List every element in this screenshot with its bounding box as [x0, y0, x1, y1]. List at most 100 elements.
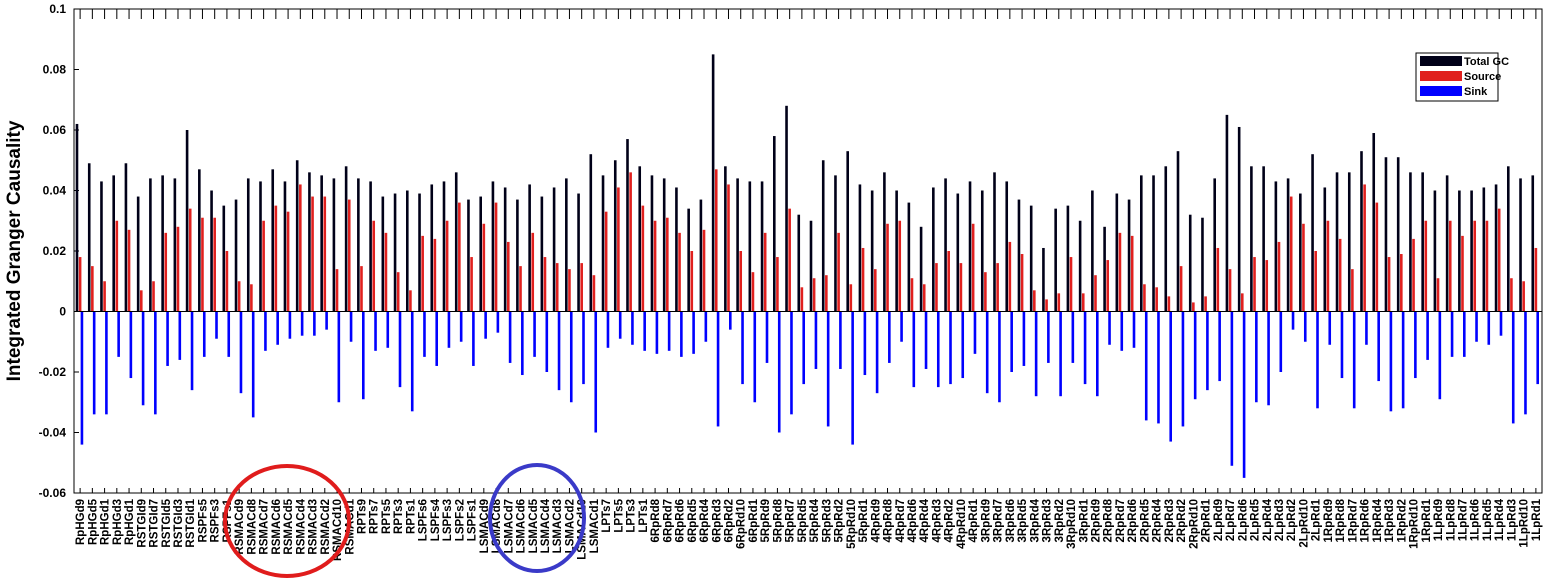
bar — [711, 54, 715, 312]
bar — [410, 311, 414, 412]
bar — [1230, 311, 1234, 466]
bar — [1066, 205, 1070, 312]
x-tick-label: 2RpRd6 — [1127, 499, 1139, 542]
bar — [851, 311, 854, 445]
x-tick-label: 5RpRd1 — [858, 498, 870, 542]
bar — [288, 311, 292, 339]
bar — [1511, 311, 1515, 424]
bar — [433, 238, 437, 312]
x-tick-label: 2LpRd7 — [1225, 499, 1237, 541]
bar — [1045, 299, 1048, 312]
bar — [173, 178, 177, 312]
bar — [704, 311, 708, 342]
bar — [601, 175, 605, 312]
bar — [1237, 126, 1241, 312]
bar — [91, 266, 94, 312]
x-tick-label: LSPFs2 — [454, 499, 466, 541]
x-tick-label: RSTGId5 — [161, 498, 173, 547]
bar — [1414, 311, 1417, 379]
bar — [716, 311, 720, 427]
x-tick-label: 3RpRd1 — [1078, 498, 1090, 542]
bar — [543, 257, 547, 312]
plot-area: -0.06 -0.04 -0.02 0 0.02 0.04 0.06 0.08 0.1 RpHGd… — [39, 2, 1543, 561]
bar — [1139, 175, 1143, 312]
bar — [508, 311, 512, 363]
bar — [386, 311, 390, 348]
bar — [1218, 311, 1221, 382]
bar — [998, 311, 1001, 403]
bar — [922, 284, 926, 312]
bar — [1201, 217, 1204, 312]
x-tick-label: 2LpRd4 — [1262, 498, 1274, 541]
x-tick-label: 1LpRd10 — [1519, 499, 1531, 548]
x-tick-label: 6RpRd7 — [662, 499, 674, 542]
x-tick-label: 2LpRd9 — [1213, 499, 1225, 541]
bar — [100, 181, 103, 312]
x-tick-label: 4RpRd4 — [919, 498, 931, 542]
bar — [702, 229, 706, 312]
bar — [1069, 257, 1073, 312]
bar — [1433, 190, 1437, 312]
x-tick-label: 6RpRd3 — [711, 499, 723, 542]
x-tick-label: 1LpRd3 — [1506, 499, 1518, 541]
highlight-circle — [488, 463, 586, 573]
bar — [283, 181, 287, 312]
bar — [295, 160, 299, 312]
bar — [961, 311, 965, 379]
x-tick-label: 2RpRd1 — [1201, 498, 1213, 542]
bar — [777, 311, 781, 433]
bar — [1179, 266, 1183, 312]
bar — [1519, 178, 1522, 312]
x-tick-label: RSTGId1 — [185, 498, 197, 547]
x-tick-label: 5RpRd3 — [821, 499, 833, 542]
bar — [1020, 254, 1024, 312]
bar — [1494, 184, 1498, 312]
bar — [251, 311, 255, 418]
bar — [984, 272, 987, 312]
bar — [1274, 181, 1278, 312]
bar — [1328, 311, 1332, 345]
x-tick-label: 5RpRd10 — [846, 499, 858, 549]
bar — [1316, 311, 1319, 409]
x-tick-label: 2RpRd2 — [1176, 499, 1188, 542]
bar — [650, 175, 654, 312]
bar — [381, 196, 385, 312]
bar — [1120, 311, 1124, 351]
bar — [1365, 311, 1368, 345]
bar — [790, 311, 793, 415]
bar — [445, 220, 449, 312]
bar — [332, 178, 336, 312]
bar — [1389, 311, 1393, 412]
bar — [1106, 260, 1110, 312]
bar — [788, 208, 791, 312]
x-tick-label: LPTs1 — [638, 498, 650, 532]
bar — [1510, 278, 1513, 312]
bar — [139, 290, 143, 312]
bar — [1265, 260, 1269, 312]
bar — [837, 232, 840, 312]
x-tick-label: 2RpRd5 — [1139, 498, 1151, 542]
bar — [826, 311, 830, 427]
bar — [1144, 311, 1148, 421]
bar — [1522, 281, 1525, 312]
bar — [932, 187, 935, 312]
bar — [1059, 311, 1062, 397]
x-tick-label: RSTGId3 — [173, 499, 185, 548]
bar — [491, 181, 495, 312]
y-tick-label: 0.1 — [49, 2, 66, 16]
x-tick-label: 4RpRd7 — [895, 499, 907, 542]
x-tick-label: 1LpRd6 — [1470, 499, 1482, 541]
bar — [1506, 166, 1510, 312]
x-tick-label: 4RpRd3 — [931, 499, 943, 542]
bar — [797, 214, 801, 312]
bar — [1188, 214, 1192, 312]
bar — [814, 311, 818, 369]
bar — [985, 311, 989, 394]
bar — [1347, 172, 1351, 312]
bar — [250, 284, 253, 312]
legend-swatch — [1420, 71, 1462, 81]
bar — [105, 311, 108, 415]
x-tick-label: RSMACd5 — [283, 498, 295, 554]
x-tick-label: LSPFs3 — [442, 499, 454, 541]
